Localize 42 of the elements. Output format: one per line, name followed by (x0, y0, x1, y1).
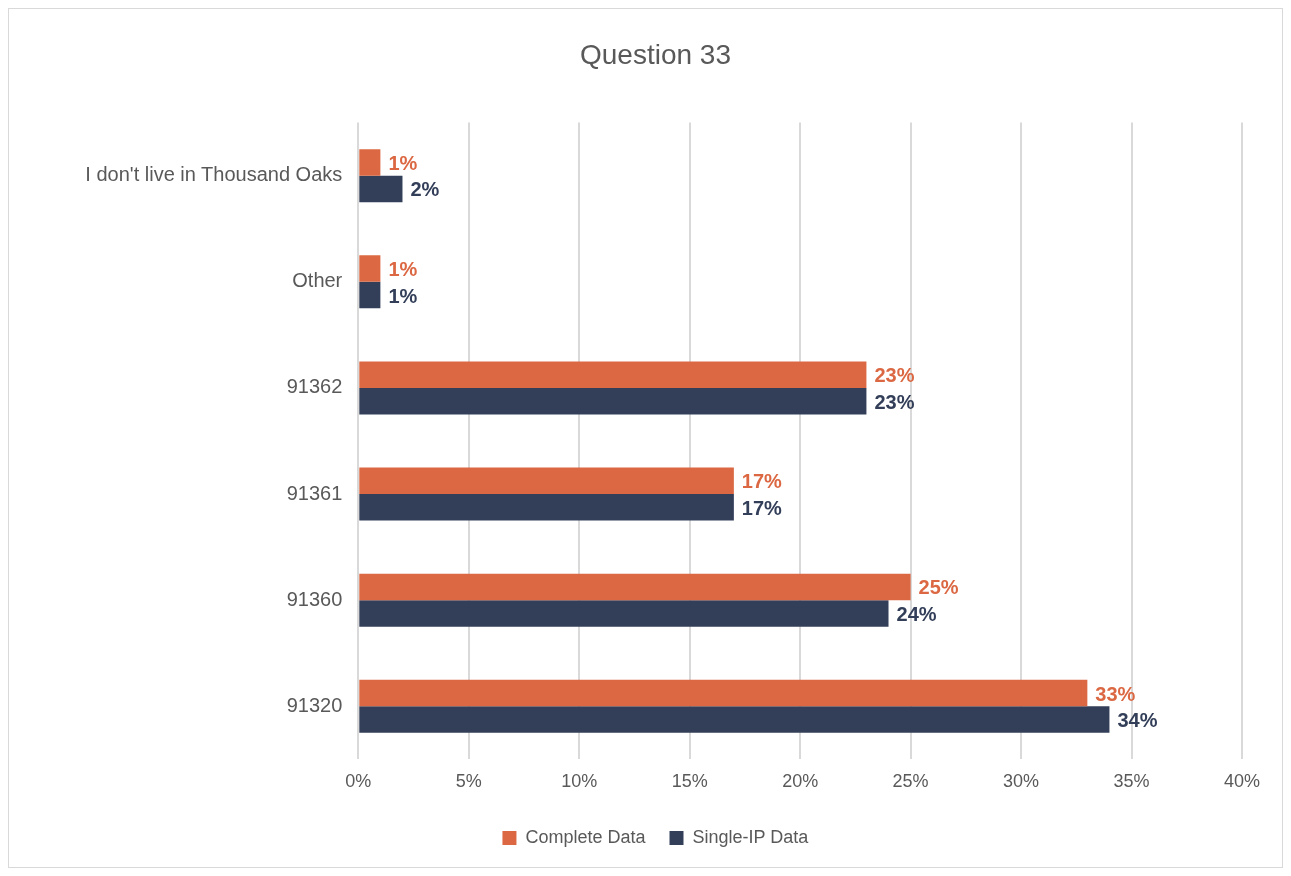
y-tick-label: 91362 (286, 375, 343, 398)
data-label: 34% (1117, 709, 1158, 732)
y-tick-label: 91361 (286, 481, 343, 504)
bar (359, 361, 867, 388)
data-label: 1% (388, 258, 418, 281)
bar (359, 679, 1088, 707)
x-tick-label: 30% (1003, 771, 1040, 792)
data-label: 33% (1095, 682, 1136, 705)
bar (359, 255, 381, 282)
legend-label: Complete Data (525, 826, 647, 847)
x-tick-label: 0% (345, 771, 372, 792)
y-tick-label: 91320 (286, 693, 343, 716)
data-label: 17% (741, 470, 783, 493)
x-tick-label: 20% (782, 771, 819, 792)
data-label: 2% (410, 178, 440, 201)
bar (359, 387, 867, 415)
bar (359, 494, 734, 521)
y-tick-label: Other (292, 269, 343, 292)
bar (359, 281, 381, 309)
x-tick-label: 25% (892, 771, 929, 792)
data-label: 24% (896, 602, 937, 625)
bar (359, 573, 911, 601)
data-label: 1% (388, 151, 418, 174)
bar (359, 600, 889, 627)
data-label: 25% (918, 576, 959, 599)
data-label: 23% (874, 364, 915, 387)
legend-label: Single-IP Data (692, 826, 810, 847)
x-tick-label: 5% (455, 771, 482, 792)
x-tick-label: 15% (671, 771, 708, 792)
x-tick-label: 40% (1223, 771, 1261, 792)
bar (359, 149, 381, 176)
data-label: 17% (741, 496, 783, 519)
bar (359, 467, 734, 495)
chart-title: Question 33 (580, 38, 731, 70)
bar (359, 175, 403, 203)
y-tick-label: 91360 (286, 587, 343, 610)
x-tick-label: 10% (561, 771, 598, 792)
data-label: 23% (874, 390, 915, 413)
x-tick-label: 35% (1113, 771, 1150, 792)
y-tick-label: I don't live in Thousand Oaks (85, 163, 343, 186)
data-label: 1% (388, 284, 418, 307)
bar (359, 706, 1110, 733)
